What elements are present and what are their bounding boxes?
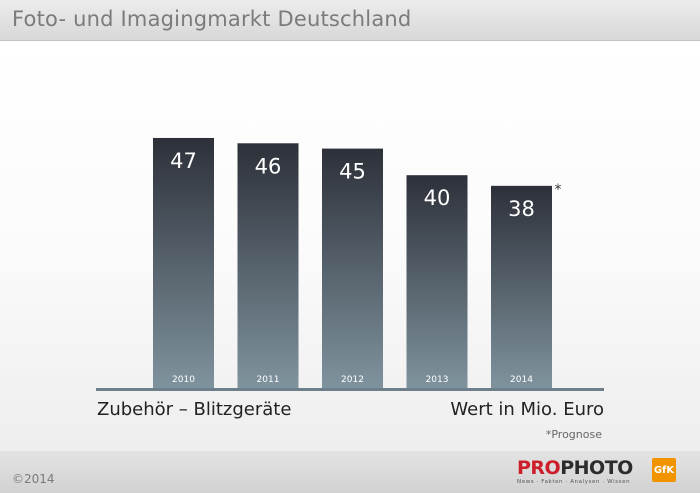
category-label: 2010	[172, 375, 195, 385]
footer-bar	[0, 451, 700, 493]
bar-2013	[406, 175, 468, 388]
bar-2011	[237, 143, 299, 388]
gfk-logo: GfK	[652, 458, 676, 482]
bar-value-label: 46	[255, 154, 282, 178]
logo-part-pro: PRO	[517, 457, 561, 479]
bar-value-label: 38	[508, 197, 535, 221]
footnote: *Prognose	[546, 428, 602, 441]
header-bar: Foto- und Imagingmarkt Deutschland	[0, 0, 700, 41]
forecast-asterisk: *	[555, 182, 562, 198]
x-axis-line	[96, 388, 604, 391]
bar-chart: 47 2010 46 2011 45 2012 40 2013 38 2014 * Zubehör –…	[96, 137, 604, 441]
bar-2014	[491, 185, 552, 388]
bar-2012	[322, 148, 383, 388]
bar-2010	[153, 137, 214, 388]
category-label: 2012	[341, 375, 364, 385]
logo-tagline: News · Fakten · Analysen · Wissen	[517, 479, 631, 485]
chart-panel: 47 2010 46 2011 45 2012 40 2013 38 2014 * Zubehör –…	[0, 41, 700, 451]
logo-part-photo: PHOTO	[560, 457, 633, 479]
bar-value-label: 47	[170, 149, 197, 173]
category-label: 2011	[257, 375, 280, 385]
bar-value-label: 45	[339, 160, 366, 184]
prophoto-logo: PROPHOTO	[517, 458, 633, 478]
chart-title: Zubehör – Blitzgeräte	[97, 399, 291, 420]
copyright: ©2014	[12, 472, 55, 486]
unit-label: Wert in Mio. Euro	[450, 399, 604, 420]
page-title: Foto- und Imagingmarkt Deutschland	[12, 7, 412, 31]
category-label: 2014	[510, 375, 533, 385]
bar-value-label: 40	[424, 186, 451, 210]
category-label: 2013	[426, 375, 449, 385]
